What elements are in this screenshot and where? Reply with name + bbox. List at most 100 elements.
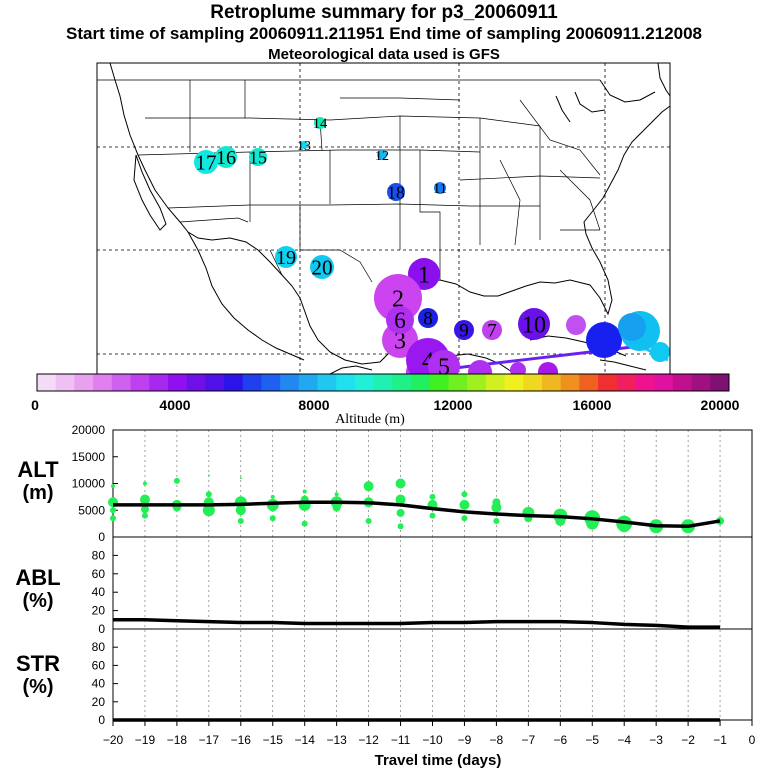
- colorbar-swatch: [691, 374, 711, 391]
- colorbar-swatch: [485, 374, 506, 391]
- colorbar-swatch: [93, 374, 113, 391]
- plume-marker-circle: [538, 362, 558, 374]
- colorbar-tick-label: 12000: [434, 397, 473, 413]
- alt-scatter-point: [363, 481, 374, 492]
- plume-marker-label: 11: [433, 181, 447, 197]
- alt-y-tick-label: 10000: [72, 477, 106, 491]
- str-y-tick-label: 80: [92, 640, 106, 654]
- x-tick-label: −18: [167, 733, 188, 747]
- alt-scatter-point: [397, 523, 404, 530]
- plume-marker-circle: [510, 362, 526, 374]
- plume-marker-circle: [374, 274, 422, 322]
- abl-y-tick-label: 20: [92, 604, 106, 618]
- colorbar-swatch: [111, 374, 132, 391]
- plume-marker-circle: [650, 342, 670, 362]
- plume-marker-circle: [275, 246, 297, 268]
- colorbar-swatch: [242, 374, 262, 391]
- colorbar-swatch: [429, 374, 449, 391]
- alt-scatter-point: [396, 508, 405, 517]
- alt-panel-unit: (m): [22, 482, 53, 504]
- colorbar-swatch: [74, 374, 94, 391]
- met-data-subtitle: Meteorological data used is GFS: [268, 46, 500, 63]
- colorbar-swatch: [541, 374, 562, 391]
- plume-marker-label: 10: [522, 312, 546, 338]
- alt-scatter-point: [234, 496, 247, 509]
- x-tick-label: −1: [713, 733, 727, 747]
- abl-y-tick-label: 40: [92, 585, 106, 599]
- x-tick-label: −19: [135, 733, 156, 747]
- alt-scatter-point: [332, 503, 341, 512]
- colorbar-tick-label: 4000: [159, 397, 190, 413]
- alt-scatter-point: [395, 478, 406, 489]
- colorbar-swatch: [205, 374, 225, 391]
- plume-marker-circle: [300, 141, 308, 149]
- colorbar-tick-label: 20000: [701, 397, 740, 413]
- map-borders: [97, 79, 601, 283]
- x-axis-title: Travel time (days): [375, 752, 502, 768]
- colorbar-axis-label: Altitude (m): [335, 412, 405, 427]
- plume-marker-label: 13: [297, 139, 311, 154]
- colorbar-swatch: [579, 374, 599, 391]
- str-y-tick-label: 0: [98, 713, 105, 727]
- alt-scatter-point: [202, 504, 215, 517]
- alt-scatter-point: [237, 517, 244, 524]
- plume-marker-circle: [386, 306, 414, 334]
- x-tick-label: −2: [681, 733, 695, 747]
- alt-scatter-point: [268, 503, 277, 512]
- colorbar-swatch: [448, 374, 468, 391]
- plume-marker-label: 2: [392, 286, 404, 312]
- abl-y-tick-label: 0: [98, 622, 105, 636]
- colorbar-swatch: [504, 374, 524, 391]
- colorbar-swatch: [392, 374, 412, 391]
- str-panel-unit: (%): [22, 676, 53, 698]
- x-tick-label: −17: [199, 733, 220, 747]
- alt-scatter-point: [395, 494, 406, 505]
- plume-marker-circle: [468, 360, 492, 374]
- alt-scatter-point: [139, 494, 150, 505]
- alt-scatter-point: [301, 520, 308, 527]
- alt-scatter-point: [302, 489, 307, 494]
- alt-scatter-point: [141, 512, 148, 519]
- x-tick-label: −10: [422, 733, 443, 747]
- plume-marker-label: 18: [387, 182, 405, 202]
- colorbar-swatch: [354, 374, 375, 391]
- alt-scatter-point: [110, 507, 116, 514]
- plume-marker-label: 19: [276, 247, 296, 269]
- colorbar-swatch: [55, 374, 75, 391]
- x-tick-label: 0: [749, 733, 756, 747]
- colorbar-swatch: [37, 374, 57, 391]
- plume-marker-circle: [586, 322, 622, 358]
- colorbar-swatch: [654, 374, 674, 391]
- plume-marker-circle: [482, 320, 502, 340]
- alt-y-tick-label: 5000: [78, 503, 105, 517]
- alt-scatter-point: [461, 515, 468, 522]
- alt-scatter-point: [205, 491, 212, 498]
- plume-marker-label: 5: [438, 354, 450, 380]
- alt-scatter-point: [492, 498, 501, 507]
- alt-y-tick-label: 20000: [72, 423, 106, 437]
- abl-y-tick-label: 60: [92, 567, 106, 581]
- x-tick-label: −11: [391, 733, 411, 747]
- alt-y-tick-label: 0: [98, 530, 105, 544]
- plume-marker-circle: [387, 183, 405, 201]
- x-tick-label: −13: [326, 733, 347, 747]
- abl-panel-label: ABL: [15, 565, 60, 590]
- plume-marker-circle: [434, 182, 446, 194]
- x-tick-label: −7: [522, 733, 536, 747]
- plume-marker-circle: [618, 313, 646, 341]
- colorbar-frame: [36, 373, 730, 392]
- colorbar-tick-label: 16000: [573, 397, 612, 413]
- colorbar-swatch: [411, 374, 431, 391]
- colorbar-swatch: [710, 374, 730, 391]
- alt-scatter-point: [429, 493, 436, 500]
- x-tick-label: −16: [231, 733, 252, 747]
- alt-scatter-point: [365, 517, 372, 524]
- alt-y-tick-label: 15000: [72, 450, 106, 464]
- x-tick-label: −12: [358, 733, 379, 747]
- plume-marker-circle: [428, 350, 460, 374]
- colorbar-swatch: [672, 374, 693, 391]
- plume-marker-circle: [314, 117, 326, 129]
